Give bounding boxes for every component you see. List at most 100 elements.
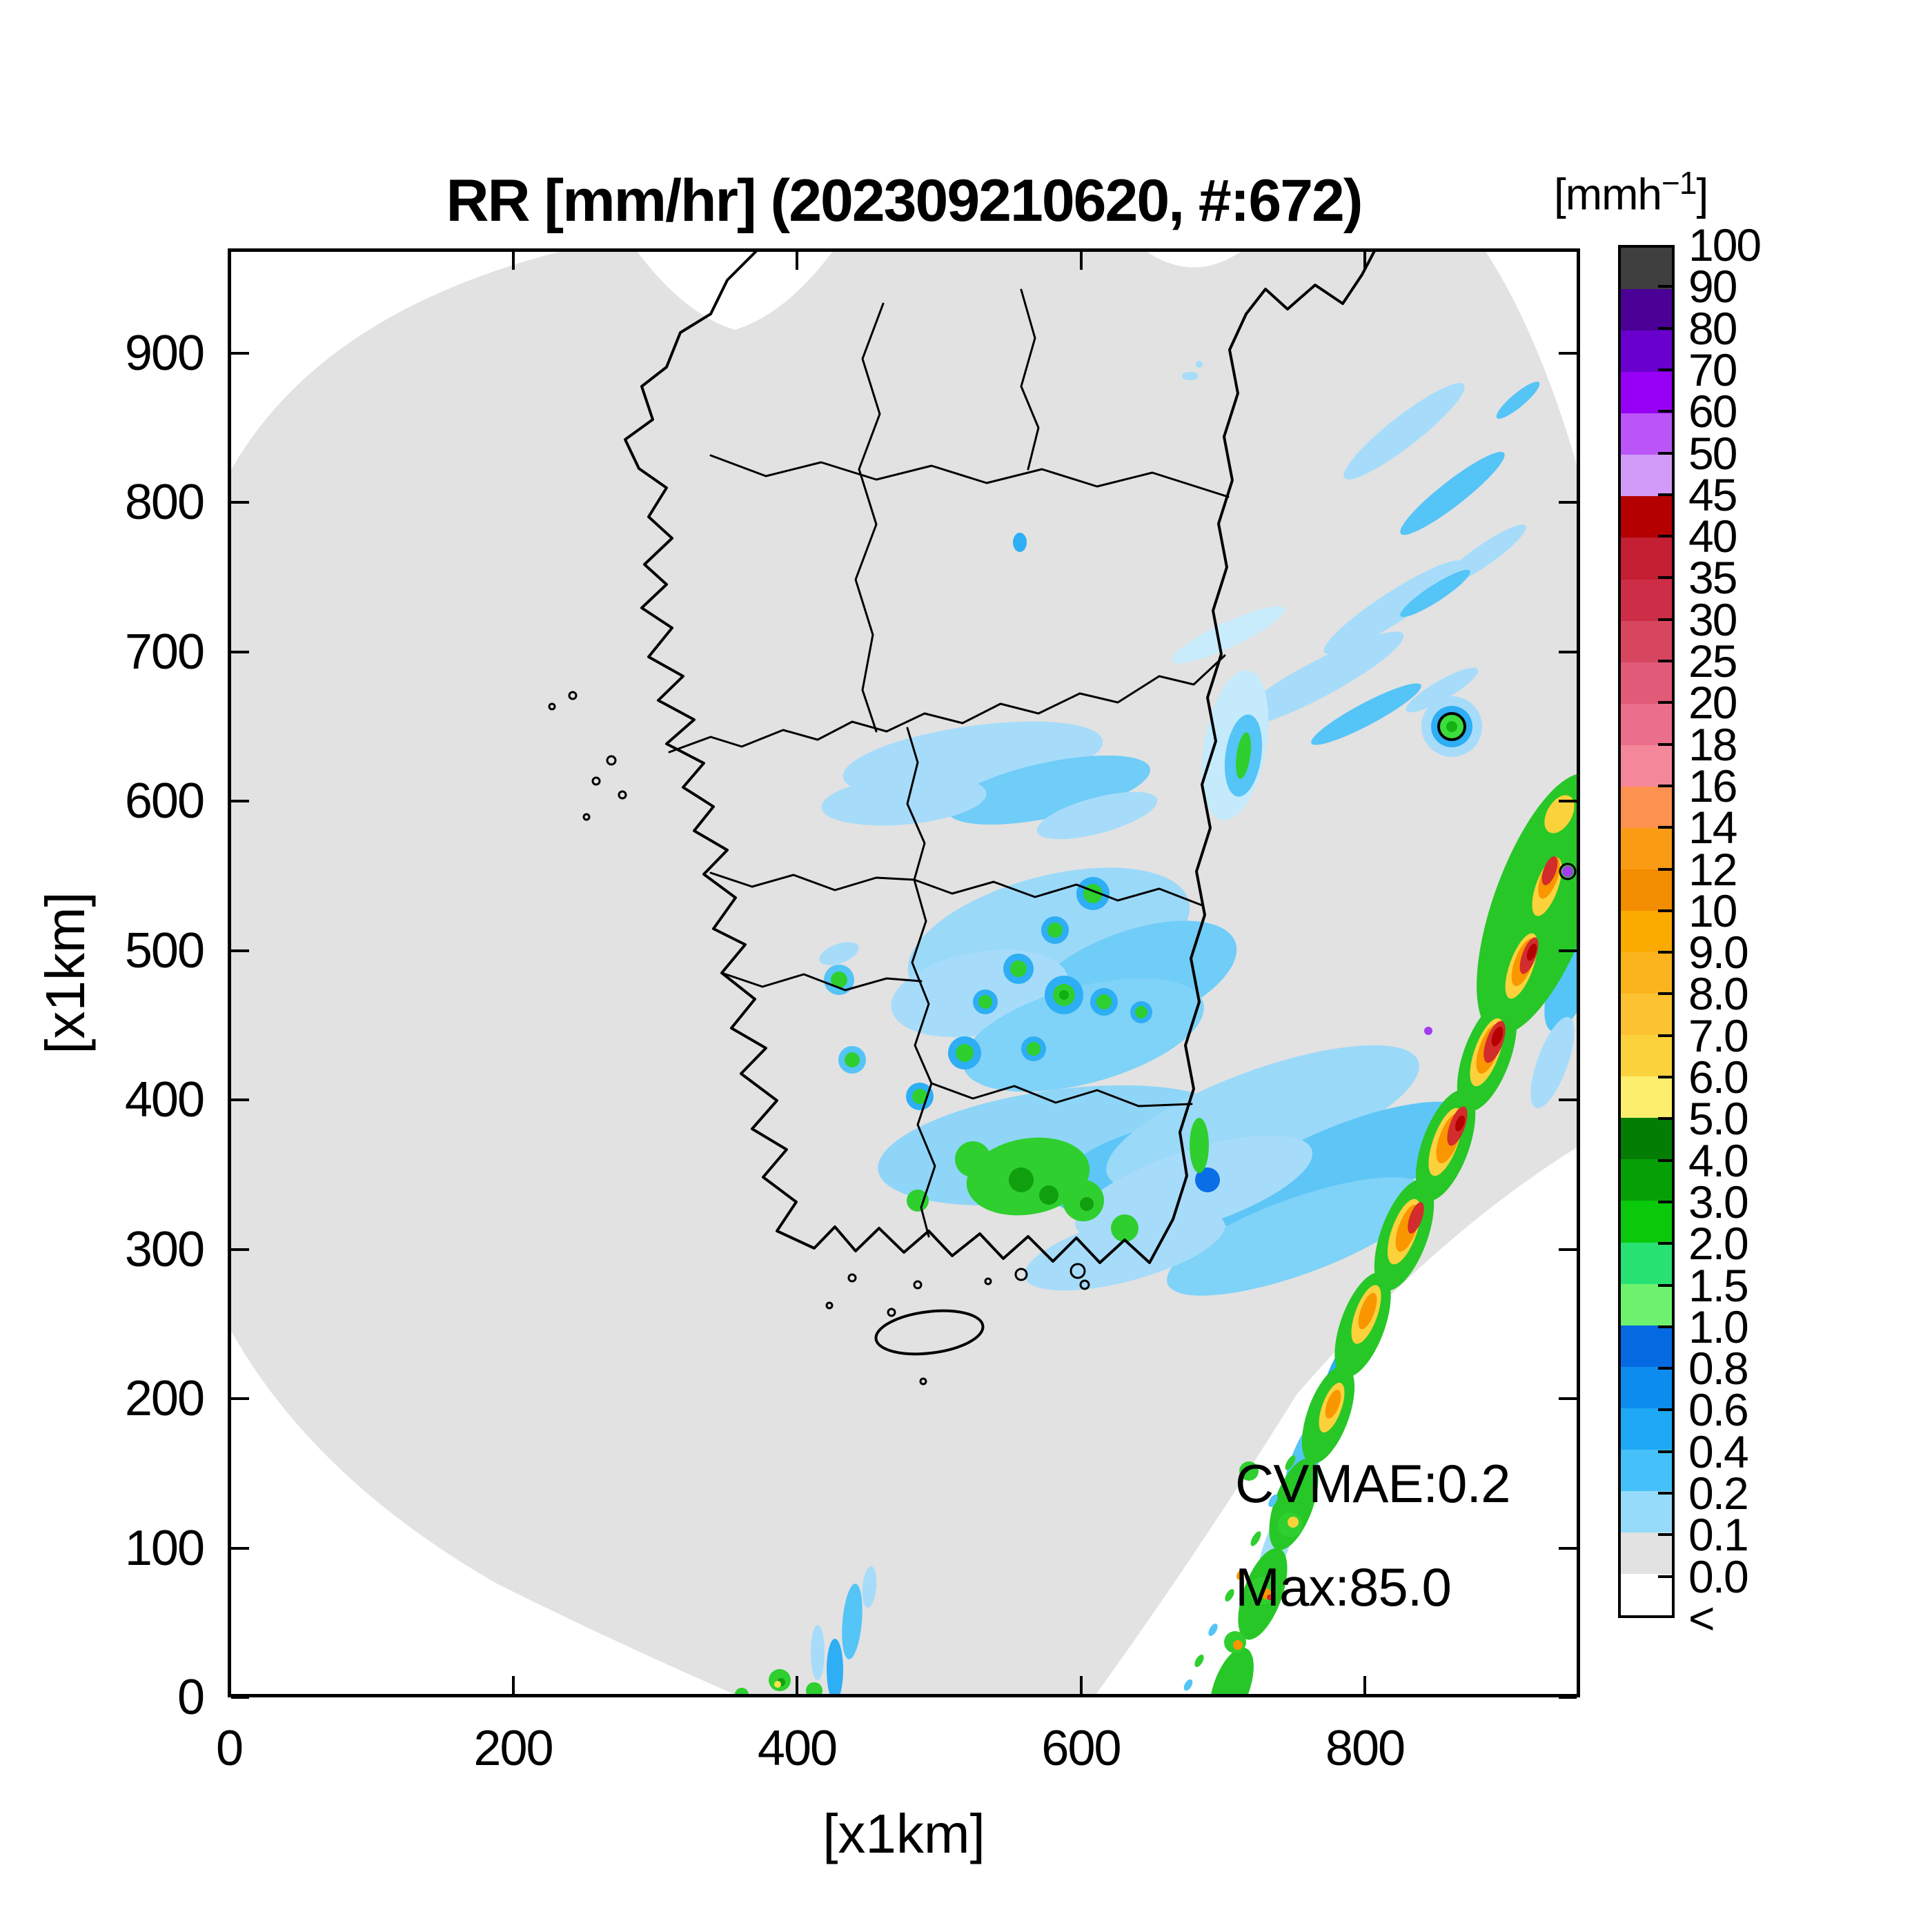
colorbar-segment [1621, 1408, 1672, 1450]
y-tick-mark [231, 501, 249, 504]
rain-cell [1311, 683, 1421, 745]
islet-outline [919, 1377, 927, 1386]
colorbar-tick-mark [1658, 1408, 1675, 1412]
colorbar-tick-label: 9.0 [1688, 927, 1749, 978]
y-tick-mark [231, 949, 249, 952]
colorbar-segment [1621, 579, 1672, 621]
colorbar-segment [1621, 1532, 1672, 1574]
colorbar-tick-mark [1658, 410, 1675, 413]
colorbar-tick-label: 45 [1688, 469, 1737, 520]
figure-title: RR [mm/hr] (202309210620, #:672) [446, 168, 1363, 234]
colorbar-segment [1621, 827, 1672, 869]
colorbar-segment [1621, 1366, 1672, 1408]
colorbar-segment [1621, 1490, 1672, 1532]
colorbar-tick-label: 100 [1688, 219, 1762, 270]
y-tick-mark [231, 1397, 249, 1400]
island-outline [1070, 1263, 1086, 1279]
rain-cell [1135, 1006, 1147, 1018]
island-outline [984, 1277, 992, 1285]
colorbar-tick-mark [1658, 576, 1675, 580]
colorbar-segment [1621, 911, 1672, 953]
colorbar-tick-mark [1658, 742, 1675, 746]
y-tick-label: 500 [124, 923, 205, 978]
y-tick-mark-right [1559, 501, 1577, 504]
x-axis-label: [x1km] [822, 1803, 985, 1864]
colorbar-tick-mark [1658, 1117, 1675, 1121]
x-tick-mark-top [796, 252, 798, 270]
colorbar-tick-mark [1658, 701, 1675, 704]
colorbar-segment [1621, 1201, 1672, 1243]
rain-cell [1236, 1569, 1245, 1580]
colorbar-segment [1621, 620, 1672, 662]
colorbar-segment [1621, 1574, 1672, 1616]
rain-cell [1268, 1494, 1278, 1508]
y-tick-label: 700 [124, 624, 205, 680]
colorbar-segment [1621, 289, 1672, 331]
colorbar-tick-mark [1658, 326, 1675, 330]
colorbar-unit-label: [mmh−1] [1554, 164, 1708, 219]
admin-border [720, 972, 923, 992]
island-outline [591, 776, 601, 786]
rain-cell [1323, 560, 1464, 654]
colorbar-segment [1621, 1076, 1672, 1118]
x-tick-mark [228, 1676, 230, 1694]
jeju-island-outline [874, 1309, 985, 1356]
rain-cell [1408, 1202, 1424, 1234]
colorbar-tick-label: 70 [1688, 344, 1737, 395]
y-tick-mark-right [1559, 1546, 1577, 1550]
colorbar-tick-mark [1658, 784, 1675, 787]
rain-cell [1239, 1461, 1259, 1481]
colorbar-tick-label: 25 [1688, 635, 1737, 687]
y-tick-mark-right [1559, 1098, 1577, 1101]
rain-cell [1183, 1679, 1193, 1691]
colorbar-segment [1621, 786, 1672, 828]
colorbar-tick-mark [1658, 451, 1675, 455]
colorbar-tick-label: 1.0 [1688, 1301, 1749, 1352]
colorbar-tick-label: 1.5 [1688, 1259, 1749, 1311]
rain-cell [947, 755, 1150, 825]
colorbar-unit-exponent: −1 [1662, 165, 1697, 201]
colorbar-segment [1621, 1118, 1672, 1160]
colorbar-tick-mark [1658, 1533, 1675, 1537]
colorbar-tick-mark [1658, 992, 1675, 996]
colorbar-segment [1621, 248, 1672, 290]
colorbar-tick-mark [1658, 951, 1675, 954]
colorbar-tick-mark [1658, 285, 1675, 288]
colorbar-tick-label: 18 [1688, 718, 1737, 770]
colorbar-tick-label: 2.0 [1688, 1218, 1749, 1270]
rain-cell [1194, 1654, 1204, 1668]
rain-cell [1059, 990, 1069, 1000]
rain-cell [1288, 1517, 1299, 1528]
rain-cell [842, 1584, 862, 1659]
x-tick-mark-top [228, 252, 230, 270]
rain-cell [831, 972, 847, 988]
admin-border [709, 871, 916, 891]
admin-border [913, 878, 1203, 907]
colorbar-tick-label: 0.1 [1688, 1509, 1749, 1561]
island-outline [618, 790, 627, 800]
y-axis-label: [x1km] [34, 891, 96, 1054]
rain-cell [1074, 1135, 1313, 1241]
colorbar-tick-label: 14 [1688, 802, 1737, 854]
x-tick-label: 800 [1325, 1721, 1406, 1776]
colorbar-tick-label: 3.0 [1688, 1176, 1749, 1228]
x-tick-mark [1363, 1676, 1366, 1694]
rain-cell [1400, 569, 1470, 618]
colorbar-tick-mark [1658, 1159, 1675, 1162]
colorbar-tick-label: < [1688, 1593, 1715, 1644]
rain-cell [1190, 1118, 1209, 1173]
rain-cell [1111, 1214, 1138, 1242]
rain-cell [1225, 1588, 1234, 1602]
rain-cell [1039, 1185, 1058, 1205]
x-tick-mark [1079, 1676, 1083, 1694]
rain-cell [1496, 382, 1540, 419]
rain-cell [845, 1052, 860, 1067]
x-tick-mark-top [1363, 252, 1366, 270]
colorbar-tick-label: 0.4 [1688, 1426, 1749, 1477]
island-outline [847, 1273, 857, 1283]
y-tick-label: 300 [124, 1221, 205, 1277]
colorbar-tick-mark [1658, 1492, 1675, 1495]
rain-cell [827, 1639, 843, 1697]
basemap-boundaries [548, 248, 1577, 1386]
colorbar-segment [1621, 455, 1672, 497]
